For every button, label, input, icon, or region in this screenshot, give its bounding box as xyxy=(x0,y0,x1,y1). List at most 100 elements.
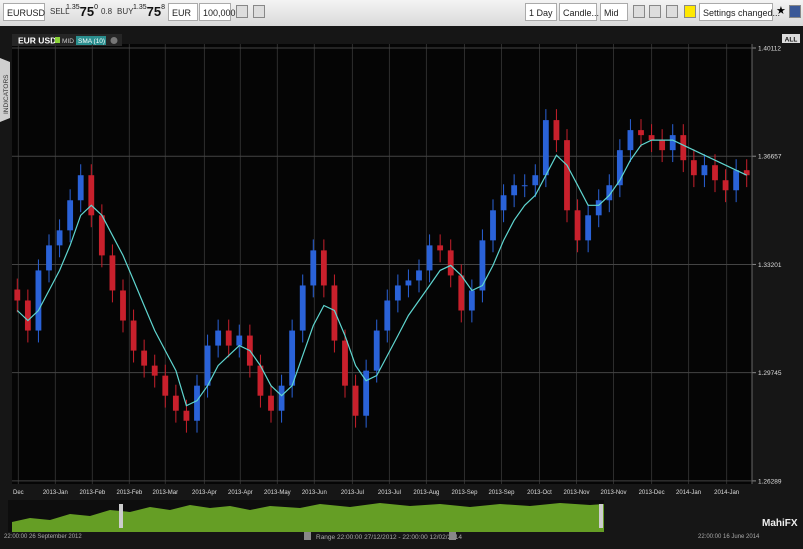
candle-body xyxy=(24,300,31,331)
sell-label[interactable]: SELL xyxy=(50,7,70,16)
x-tick-label: 2013-Jul xyxy=(378,490,401,496)
settings-select[interactable]: Settings changed... xyxy=(699,3,780,21)
range-handle-left[interactable] xyxy=(119,504,123,528)
candle-body xyxy=(616,150,623,186)
indicators-tab-label: INDICATORS xyxy=(3,74,10,114)
navigator-area xyxy=(12,503,604,532)
candle-body xyxy=(373,330,380,371)
indicator-label: SMA (10) xyxy=(78,38,105,45)
candle-body xyxy=(88,175,95,216)
candle-body xyxy=(162,375,169,396)
candle-body xyxy=(500,195,507,211)
indicator-chip[interactable] xyxy=(76,36,106,45)
navigator-end: 22:00:00 16 June 2014 xyxy=(698,534,760,540)
plot: Dec 2013-Jan 2013-Feb 2013-Feb 2013-Mar 2013-… xyxy=(12,44,782,496)
x-tick-label: 2013-Mar xyxy=(152,490,178,496)
currency-select[interactable]: EUR xyxy=(168,3,198,21)
x-tick-label: 2013-Oct xyxy=(527,490,552,496)
candle-body xyxy=(690,160,697,176)
candle-body xyxy=(648,135,655,141)
candle-body xyxy=(56,230,63,246)
candle-body xyxy=(701,165,708,176)
candle-body xyxy=(363,370,370,416)
candle-body xyxy=(659,140,666,151)
candle-body xyxy=(405,280,412,286)
candle-body xyxy=(194,385,200,421)
candle-body xyxy=(204,345,211,386)
candle-body xyxy=(278,385,285,411)
candle-body xyxy=(585,215,592,241)
sell-price[interactable]: 1.35750 xyxy=(66,3,98,21)
x-tick-label: 2013-May xyxy=(264,490,291,496)
candle-body xyxy=(183,410,190,421)
chart: EUR USD MID SMA (10) ALL INDICATORS Dec 2… xyxy=(0,26,803,549)
chart-style-select[interactable]: Candle... xyxy=(559,3,599,21)
candle-body xyxy=(331,285,338,341)
range-right-button[interactable] xyxy=(449,532,456,540)
candle-body xyxy=(490,210,496,241)
candle-body xyxy=(299,285,306,331)
candle-body xyxy=(468,290,475,311)
x-tick-label: 2013-Sep xyxy=(451,490,478,496)
candle-body xyxy=(109,255,116,291)
candle-body xyxy=(120,290,126,321)
candle-body xyxy=(46,245,52,271)
price-type-select[interactable]: Mid xyxy=(600,3,628,21)
x-tick-label: 2013-Nov xyxy=(601,490,627,496)
price-fraction: 8 xyxy=(161,4,165,11)
candle-body xyxy=(352,385,359,416)
candle-body xyxy=(669,135,676,151)
toolbar: EURUSD SELL 1.35750 0.8 BUY 1.35758 EUR … xyxy=(0,0,803,27)
candle-body xyxy=(574,210,581,241)
candle-body xyxy=(151,365,158,376)
buy-label[interactable]: BUY xyxy=(117,7,134,16)
x-tick-label: Dec xyxy=(13,490,24,496)
x-tick-label: 2013-Sep xyxy=(488,490,515,496)
price-pips: 75 xyxy=(79,4,95,19)
all-button[interactable] xyxy=(782,34,800,43)
price-fraction: 0 xyxy=(94,4,98,11)
alert-icon[interactable] xyxy=(253,5,265,18)
candle-body xyxy=(416,270,422,281)
navigator-start: 22:00:00 26 September 2012 xyxy=(4,534,82,540)
candle-body xyxy=(521,185,528,187)
range-left-button[interactable] xyxy=(304,532,311,540)
facebook-icon[interactable] xyxy=(789,5,801,18)
candle-body xyxy=(130,320,137,351)
buy-price[interactable]: 1.35758 xyxy=(133,3,165,21)
x-tick-label: 2013-Apr xyxy=(228,490,253,496)
indicators-tab[interactable] xyxy=(0,58,10,122)
candle-body xyxy=(447,250,454,276)
cart-icon[interactable] xyxy=(236,5,248,18)
candle-body xyxy=(268,395,274,411)
draw-icon[interactable] xyxy=(666,5,678,18)
candle-body xyxy=(426,245,433,271)
candle-body xyxy=(215,330,222,346)
candle-body xyxy=(638,130,644,136)
symbol-select[interactable]: EURUSD xyxy=(3,3,45,21)
candle-body xyxy=(384,300,391,331)
candle-body xyxy=(257,365,264,396)
candle-body xyxy=(437,245,444,251)
candle-body xyxy=(743,170,750,176)
grid-icon[interactable] xyxy=(649,5,661,18)
range-handle-right[interactable] xyxy=(599,504,603,528)
candle-body xyxy=(458,275,465,311)
price-pips: 75 xyxy=(146,4,162,19)
amount-input[interactable]: 100,000 xyxy=(199,3,236,21)
x-tick-label: 2014-Jan xyxy=(676,490,701,496)
candle-body xyxy=(320,250,327,286)
indicator-close[interactable] xyxy=(110,37,118,44)
save-icon[interactable] xyxy=(633,5,645,18)
favorite-icon[interactable]: ★ xyxy=(776,5,786,17)
y-tick-label: 1.40112 xyxy=(758,46,781,53)
x-tick-label: 2013-Apr xyxy=(192,490,217,496)
candle-body xyxy=(627,130,634,151)
timeframe-select[interactable]: 1 Day xyxy=(525,3,557,21)
color-icon[interactable] xyxy=(684,5,696,18)
x-tick-label: 2013-Jan xyxy=(43,490,68,496)
y-tick-label: 1.29745 xyxy=(758,370,782,377)
mid-label: MID xyxy=(62,38,74,45)
x-tick-label: 2013-Feb xyxy=(116,490,142,496)
